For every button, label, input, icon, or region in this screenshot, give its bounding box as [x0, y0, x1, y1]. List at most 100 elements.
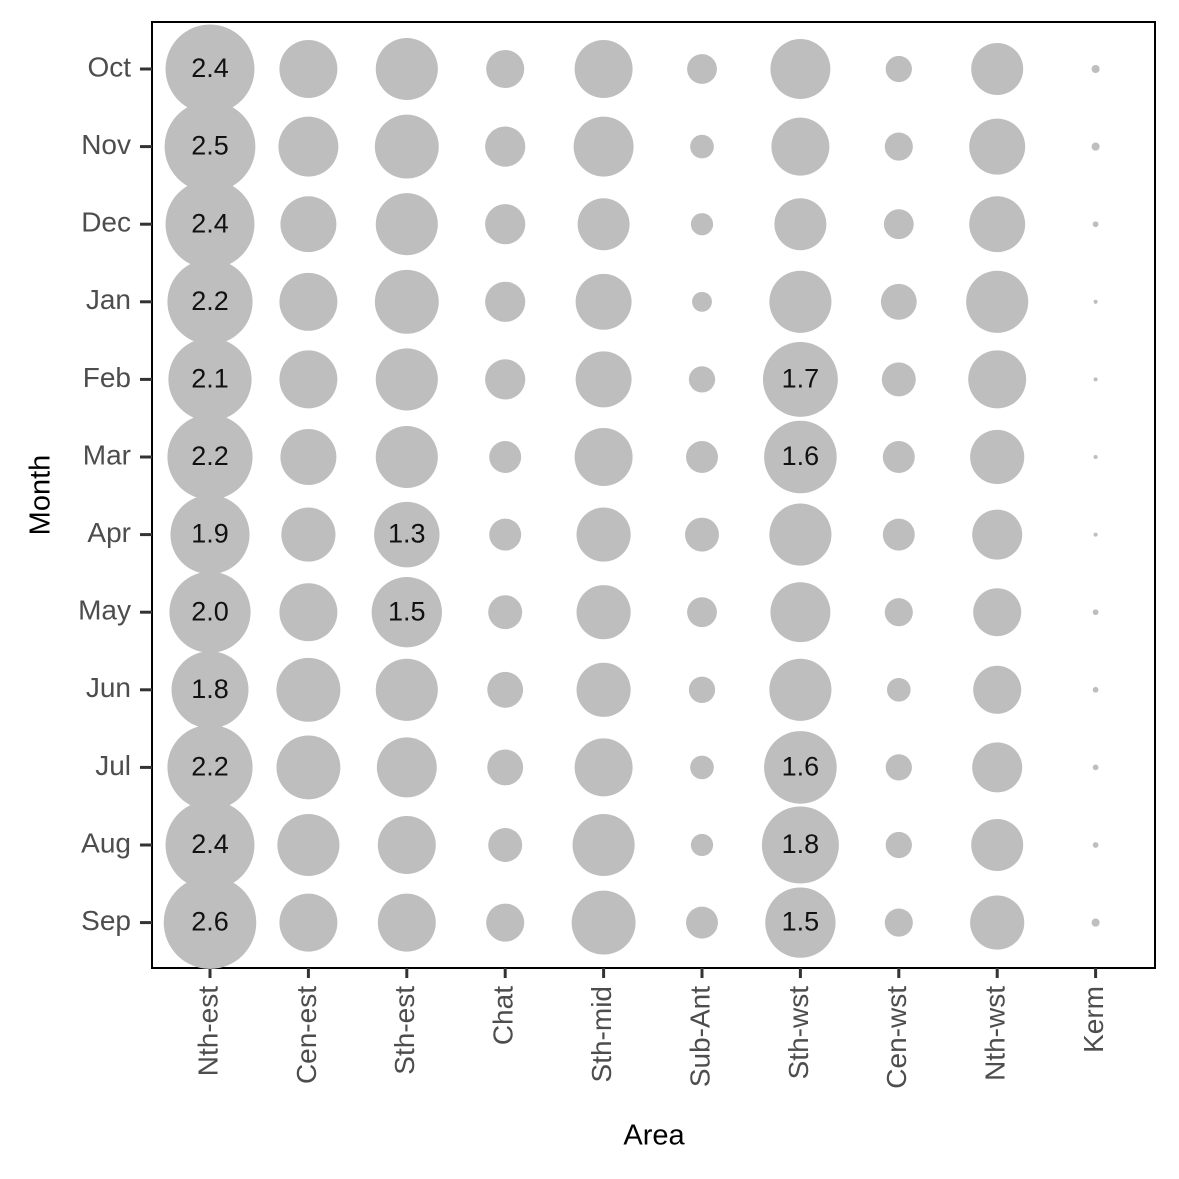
bubble: [688, 676, 716, 703]
value-label: 1.6: [782, 441, 820, 471]
bubble: [280, 196, 337, 253]
bubble: [688, 366, 716, 393]
y-tick-label: Jan: [86, 284, 131, 315]
bubble: [487, 671, 524, 708]
bubble: [576, 507, 631, 562]
bubble: [884, 908, 913, 937]
bubble: [882, 441, 915, 473]
bubble: [489, 518, 522, 551]
x-tick-label: Sth-wst: [783, 986, 814, 1080]
value-label: 1.8: [191, 674, 229, 704]
bubble: [377, 816, 436, 874]
value-label: 1.8: [782, 829, 820, 859]
bubble: [375, 658, 438, 721]
bubble: [764, 731, 837, 804]
bubble: [885, 55, 912, 83]
bubble: [1093, 299, 1098, 304]
bubble: [971, 43, 1024, 95]
value-label: 2.4: [191, 208, 229, 238]
bubble: [376, 737, 437, 798]
bubble: [765, 887, 836, 958]
value-label: 1.5: [388, 596, 426, 626]
bubble: [761, 806, 839, 884]
bubble: [575, 351, 632, 408]
bubble: [577, 198, 630, 251]
bubble: [374, 501, 440, 568]
plot-panel: [151, 21, 1156, 969]
bubble: [764, 420, 837, 494]
bubble: [774, 198, 827, 251]
bubble: [1091, 918, 1100, 927]
bubble: [571, 890, 636, 955]
bubble: [771, 117, 830, 176]
value-label: 2.2: [191, 752, 229, 782]
x-tick-label: Sth-est: [389, 986, 420, 1075]
bubble: [690, 833, 714, 857]
bubble: [968, 350, 1027, 409]
bubble: [1092, 842, 1099, 848]
x-tick-label: Chat: [488, 986, 519, 1045]
bubble: [686, 906, 718, 939]
bubble: [970, 429, 1025, 485]
bubble: [1092, 764, 1099, 771]
value-label: 2.1: [191, 364, 229, 394]
value-label: 2.4: [191, 53, 229, 83]
bubble: [690, 213, 714, 236]
bubble: [1092, 686, 1099, 693]
bubble: [1092, 609, 1099, 616]
value-label: 1.6: [782, 752, 820, 782]
value-label: 1.9: [191, 519, 229, 549]
bubble: [972, 509, 1023, 560]
bubble: [769, 503, 832, 566]
bubble: [972, 742, 1023, 793]
bubble: [966, 270, 1029, 333]
bubble: [969, 196, 1026, 253]
bubble: [165, 24, 255, 114]
bubble: [1091, 64, 1100, 74]
bubble: [885, 754, 912, 781]
x-tick-label: Kerm: [1078, 986, 1109, 1053]
y-tick-label: Nov: [81, 129, 131, 160]
bubble: [278, 116, 339, 177]
bubble: [575, 273, 632, 330]
bubble: [692, 291, 712, 312]
bubble: [885, 831, 912, 859]
y-tick-label: Jun: [86, 672, 131, 703]
bubble: [486, 49, 525, 89]
bubble: [485, 126, 526, 167]
value-label: 2.4: [191, 829, 229, 859]
bubble: [884, 132, 913, 161]
bubble: [485, 359, 526, 400]
bubble: [375, 425, 438, 489]
bubble: [1092, 221, 1099, 228]
bubble: [488, 828, 523, 862]
y-tick-label: May: [78, 595, 131, 626]
bubble: [169, 571, 251, 653]
bubble: [377, 893, 436, 952]
bubble: [164, 101, 256, 192]
bubble: [770, 39, 831, 99]
y-tick-label: Feb: [83, 362, 131, 393]
bubble: [371, 577, 442, 648]
bubble: [883, 209, 914, 240]
bubble: [167, 414, 253, 500]
bubble: [574, 40, 633, 98]
bubble: [573, 116, 634, 177]
bubble: [163, 876, 257, 969]
bubble: [374, 269, 439, 334]
value-label: 1.5: [782, 907, 820, 937]
bubble: [276, 735, 341, 800]
y-tick-label: Mar: [83, 439, 131, 470]
bubble: [279, 583, 338, 642]
bubble: [1091, 142, 1100, 151]
bubble: [971, 819, 1024, 871]
bubble: [973, 665, 1022, 714]
y-tick-label: Aug: [81, 827, 131, 858]
value-label: 2.2: [191, 441, 229, 471]
x-tick-label: Sth-mid: [586, 986, 617, 1082]
y-tick-label: Jul: [95, 750, 131, 781]
y-tick-label: Apr: [87, 517, 131, 548]
y-tick-label: Oct: [87, 51, 131, 82]
bubble: [487, 749, 524, 786]
